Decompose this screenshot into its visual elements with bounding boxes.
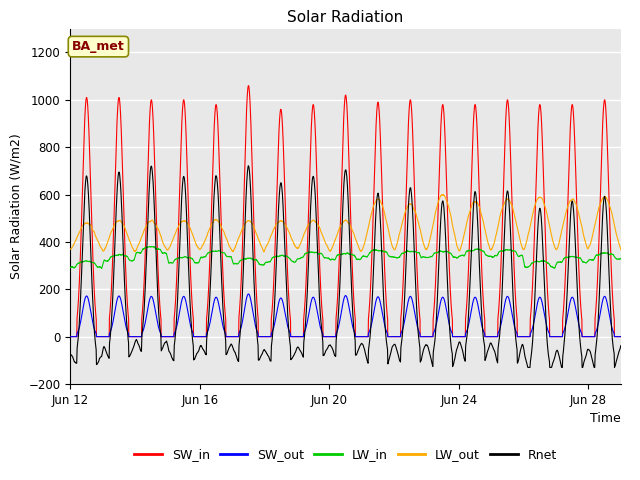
Rnet xyxy=(579,364,586,370)
LW_out xyxy=(260,249,268,255)
LW_out xyxy=(171,232,179,238)
SW_out xyxy=(90,325,98,331)
Text: BA_met: BA_met xyxy=(72,40,125,53)
SW_out xyxy=(174,317,182,323)
LW_in xyxy=(175,255,182,261)
LW_in xyxy=(262,259,270,265)
Line: LW_in: LW_in xyxy=(70,247,640,268)
LW_in xyxy=(98,265,106,271)
LW_out xyxy=(174,225,182,230)
Y-axis label: Solar Radiation (W/m2): Solar Radiation (W/m2) xyxy=(10,133,23,279)
Legend: SW_in, SW_out, LW_in, LW_out, Rnet: SW_in, SW_out, LW_in, LW_out, Rnet xyxy=(129,444,562,467)
SW_in xyxy=(67,334,74,339)
Line: Rnet: Rnet xyxy=(70,166,640,367)
LW_out xyxy=(413,215,421,221)
SW_in xyxy=(171,310,179,315)
SW_in xyxy=(413,268,421,274)
SW_out xyxy=(262,334,269,339)
Title: Solar Radiation: Solar Radiation xyxy=(287,10,404,25)
Line: LW_out: LW_out xyxy=(70,194,640,252)
SW_in xyxy=(262,334,269,339)
Rnet xyxy=(67,352,74,358)
Line: SW_out: SW_out xyxy=(70,294,640,336)
LW_in xyxy=(148,244,156,250)
Rnet xyxy=(171,339,179,345)
Rnet xyxy=(244,163,252,168)
LW_out xyxy=(262,244,269,250)
Rnet xyxy=(262,349,269,355)
SW_out xyxy=(67,334,74,339)
SW_out xyxy=(171,330,179,336)
SW_in xyxy=(90,283,98,289)
Rnet xyxy=(90,323,98,329)
LW_out xyxy=(90,228,98,234)
LW_in xyxy=(67,265,74,271)
Line: SW_in: SW_in xyxy=(70,85,640,336)
LW_out xyxy=(67,246,74,252)
SW_out xyxy=(413,323,421,328)
X-axis label: Time: Time xyxy=(590,412,621,425)
SW_out xyxy=(244,291,252,297)
LW_in xyxy=(90,260,98,265)
LW_in xyxy=(413,250,421,256)
SW_in xyxy=(244,83,252,88)
LW_out xyxy=(439,192,447,197)
LW_in xyxy=(171,257,179,263)
Rnet xyxy=(174,284,182,289)
SW_in xyxy=(174,237,182,242)
Rnet xyxy=(413,314,421,320)
